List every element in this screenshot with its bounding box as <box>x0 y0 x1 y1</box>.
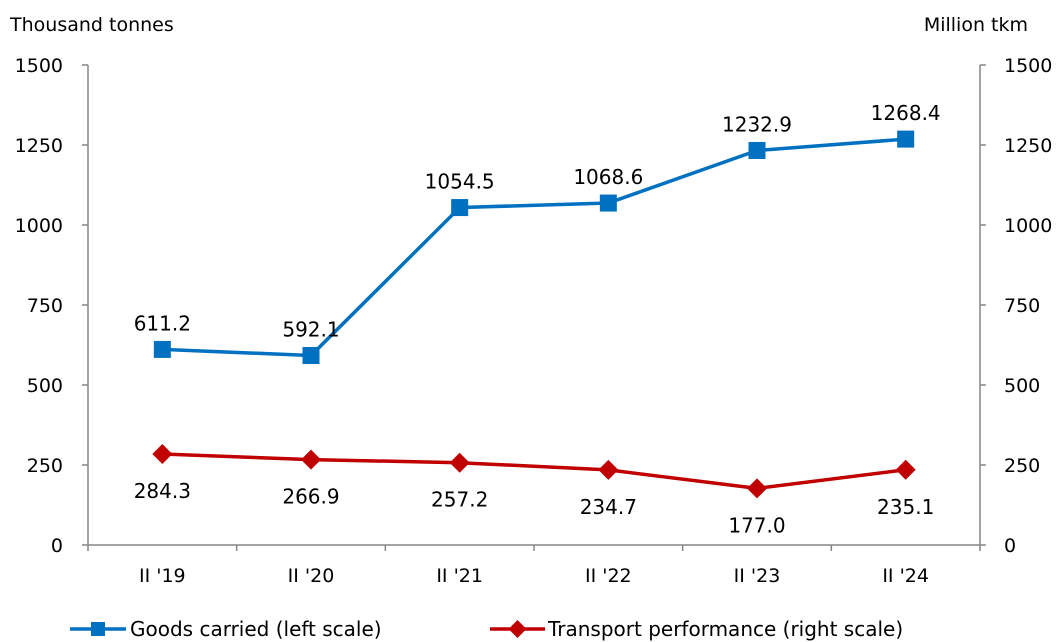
data-label: 177.0 <box>728 513 785 537</box>
right-tick-label: 750 <box>1004 295 1040 317</box>
right-tick-label: 250 <box>1004 455 1040 477</box>
right-tick-label: 500 <box>1004 375 1040 397</box>
data-label: 611.2 <box>134 311 191 335</box>
left-tick-label: 500 <box>27 375 63 397</box>
data-label: 284.3 <box>134 479 191 503</box>
data-label: 1054.5 <box>425 170 495 194</box>
x-tick-label: II '21 <box>436 565 483 587</box>
legend-item-1: Goods carried (left scale) <box>70 617 382 641</box>
data-label: 266.9 <box>282 485 339 509</box>
legend-item-2: Transport performance (right scale) <box>490 617 903 641</box>
data-point <box>301 449 321 470</box>
data-label: 1068.6 <box>573 165 643 189</box>
data-label: 592.1 <box>282 318 339 342</box>
legend-swatch-marker <box>508 620 527 638</box>
data-label: 257.2 <box>431 488 488 512</box>
x-tick-label: II '20 <box>288 565 335 587</box>
legend: Goods carried (left scale) Transport perf… <box>70 617 903 641</box>
series-2: 284.3 266.9 257.2 234.7 177.0 235.1 <box>134 444 934 537</box>
data-point <box>598 459 619 480</box>
data-label: 1268.4 <box>871 101 941 125</box>
data-point <box>747 478 767 499</box>
legend-swatch-marker <box>91 622 105 636</box>
data-point <box>449 452 470 473</box>
left-tick-label: 750 <box>27 295 63 317</box>
left-tick-label: 1500 <box>15 55 63 77</box>
left-tick-label: 250 <box>27 455 63 477</box>
data-label: 1232.9 <box>722 112 792 136</box>
right-axis-title: Million tkm <box>924 14 1028 36</box>
right-tick-label: 1500 <box>1004 55 1052 77</box>
data-point <box>152 444 173 465</box>
x-tick-label: II '19 <box>139 565 186 587</box>
data-point <box>153 340 171 358</box>
axes: 0 250 500 750 1000 1250 1500 0 250 500 750 1000 1250… <box>15 55 1053 587</box>
legend-label: Goods carried (left scale) <box>130 617 382 641</box>
x-tick-label: II '24 <box>882 565 929 587</box>
data-point <box>897 130 915 148</box>
left-axis-title: Thousand tonnes <box>9 14 174 36</box>
right-tick-label: 0 <box>1004 535 1016 557</box>
data-point <box>748 141 766 159</box>
data-label: 234.7 <box>580 495 637 519</box>
data-point <box>599 194 617 212</box>
legend-label: Transport performance (right scale) <box>547 617 903 641</box>
x-tick-label: II '23 <box>734 565 781 587</box>
data-point <box>302 347 320 365</box>
series-1: 611.2 592.1 1054.5 1068.6 1232.9 1268.4 <box>134 101 941 365</box>
data-point <box>895 459 916 480</box>
data-point <box>451 199 469 217</box>
series-line <box>162 137 906 358</box>
left-tick-label: 0 <box>51 535 63 557</box>
x-tick-label: II '22 <box>585 565 632 587</box>
left-tick-label: 1250 <box>15 135 63 157</box>
series-line <box>162 452 906 491</box>
right-tick-label: 1000 <box>1004 215 1052 237</box>
data-label: 235.1 <box>877 495 934 519</box>
right-tick-label: 1250 <box>1004 135 1052 157</box>
left-tick-label: 1000 <box>15 215 63 237</box>
